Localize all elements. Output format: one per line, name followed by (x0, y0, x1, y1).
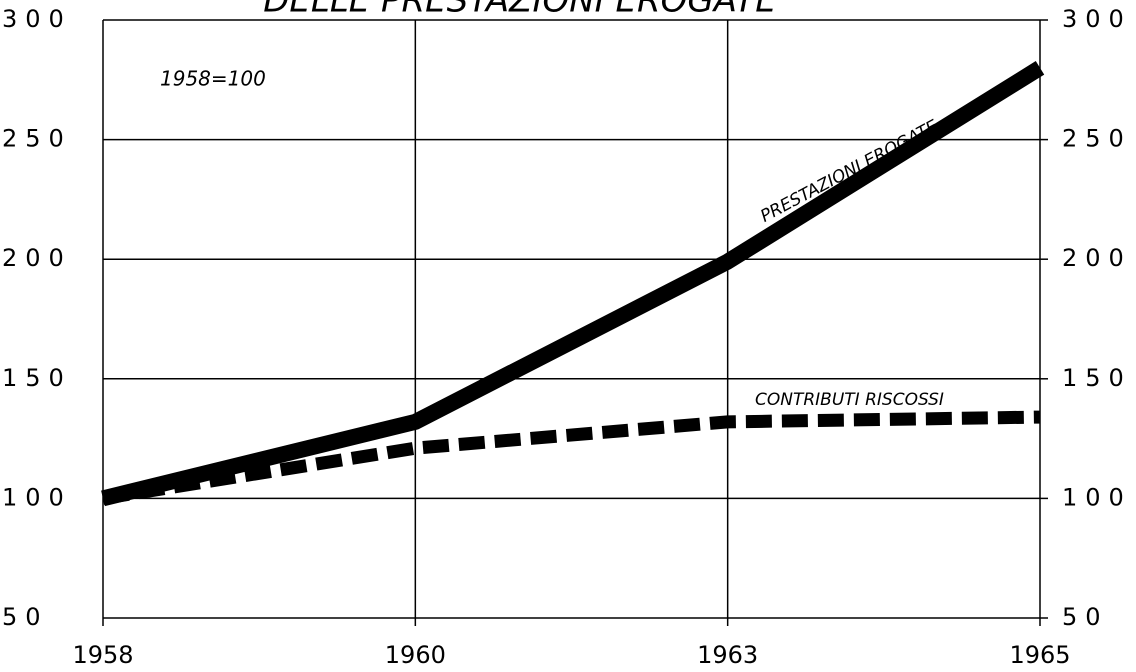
y-tick-label: 150 (2, 364, 72, 392)
y2-tick-label: 250 (1062, 125, 1132, 153)
y-tick-label: 300 (2, 5, 72, 33)
y2-tick-label: 50 (1062, 603, 1109, 631)
y2-tick-label: 100 (1062, 483, 1132, 511)
chart-title: DELLE PRESTAZIONI EROGATE (263, 0, 777, 21)
x-tick-label: 1960 (385, 641, 446, 669)
y-tick-label: 100 (2, 483, 72, 511)
series-label: CONTRIBUTI RISCOSSI (755, 390, 944, 410)
annotation: 1958=100 (160, 67, 266, 91)
series-line (101, 410, 1041, 505)
x-tick-label: 1965 (1009, 641, 1070, 669)
y-tick-label: 250 (2, 125, 72, 153)
x-tick-label: 1958 (72, 641, 133, 669)
y2-tick-label: 300 (1062, 5, 1132, 33)
y-tick-label: 50 (2, 603, 49, 631)
y2-tick-label: 150 (1062, 364, 1132, 392)
x-tick-label: 1963 (697, 641, 758, 669)
series-line (101, 61, 1045, 507)
y2-tick-label: 200 (1062, 244, 1132, 272)
y-tick-label: 200 (2, 244, 72, 272)
series-label: PRESTAZIONI EROGATE (757, 116, 941, 227)
